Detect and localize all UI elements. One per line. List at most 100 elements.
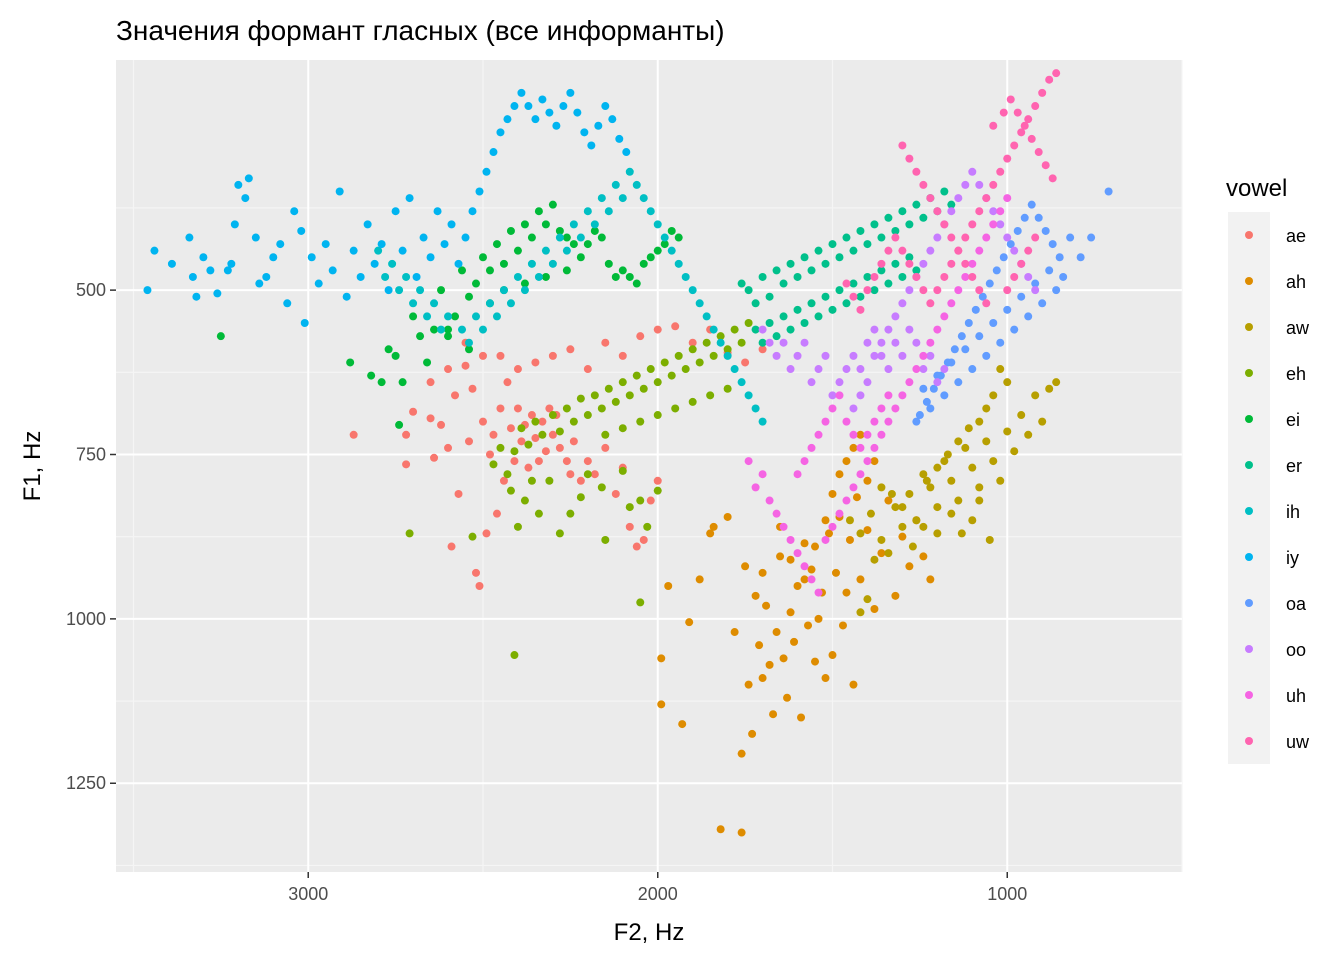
data-point [402,272,411,281]
data-point [1017,128,1026,137]
data-point [898,272,907,281]
data-point [489,460,498,469]
data-point [192,292,201,301]
data-point [465,345,474,354]
data-point [590,226,599,235]
data-point [765,496,774,505]
data-point [877,535,886,544]
data-point [562,233,571,242]
data-point [517,88,526,97]
legend-title: vowel [1226,175,1287,202]
legend-key-er [1245,461,1253,469]
data-point [982,299,991,308]
data-point [863,240,872,249]
data-point [947,509,956,518]
data-point [485,266,494,275]
data-point [845,516,854,525]
data-point [793,470,802,479]
data-point [437,286,446,295]
data-point [405,529,414,538]
series-eh [405,318,753,660]
data-point [800,539,809,548]
data-point [926,404,935,413]
data-point [545,108,554,117]
data-point [660,358,669,367]
data-point [898,141,907,150]
legend-label: uh [1286,686,1306,706]
data-point [524,102,533,111]
data-point [912,266,921,275]
data-point [863,457,872,466]
data-point [758,674,767,683]
data-point [433,207,442,216]
data-point [646,207,655,216]
data-point [566,345,575,354]
data-point [744,391,753,400]
data-point [653,486,662,495]
data-point [562,266,571,275]
legend-key-ae [1245,231,1253,239]
data-point [485,450,494,459]
data-point [335,187,344,196]
data-point [440,240,449,249]
data-point [430,299,439,308]
data-point [471,279,480,288]
data-point [548,200,557,209]
data-point [709,325,718,334]
data-point [653,325,662,334]
data-point [905,286,914,295]
data-point [884,246,893,255]
data-point [940,272,949,281]
data-point [510,447,519,456]
data-point [828,489,837,498]
data-point [520,286,529,295]
data-point [636,598,645,607]
series-uw [842,69,1061,314]
data-point [741,358,750,367]
data-point [234,180,243,189]
data-point [1038,299,1047,308]
data-point [807,378,816,387]
data-point [660,233,669,242]
data-point [601,535,610,544]
data-point [597,233,606,242]
data-point [800,562,809,571]
data-point [828,240,837,249]
data-point [437,420,446,429]
data-point [849,483,858,492]
data-point [856,608,865,617]
data-point [828,522,837,531]
data-point [926,194,935,203]
data-point [807,565,816,574]
data-point [576,253,585,262]
data-point [905,220,914,229]
data-point [772,266,781,275]
legend-label: iy [1286,548,1299,568]
data-point [1041,161,1050,170]
legend-key-oa [1245,599,1253,607]
data-point [891,312,900,321]
data-point [891,233,900,242]
data-point [213,289,222,298]
data-point [898,351,907,360]
data-point [297,226,306,235]
data-point [503,115,512,124]
data-point [863,338,872,347]
data-point [905,154,914,163]
data-point [898,299,907,308]
data-point [814,430,823,439]
data-point [786,608,795,617]
data-point [975,496,984,505]
data-point [496,351,505,360]
data-point [496,404,505,413]
data-point [461,361,470,370]
data-point [985,535,994,544]
data-point [576,233,585,242]
legend: vowel ae ah aw eh ei er ih iy oa oo uh uw [1226,175,1310,764]
data-point [632,279,641,288]
data-point [423,358,432,367]
data-point [779,279,788,288]
data-point [510,102,519,111]
data-point [388,259,397,268]
data-point [968,259,977,268]
